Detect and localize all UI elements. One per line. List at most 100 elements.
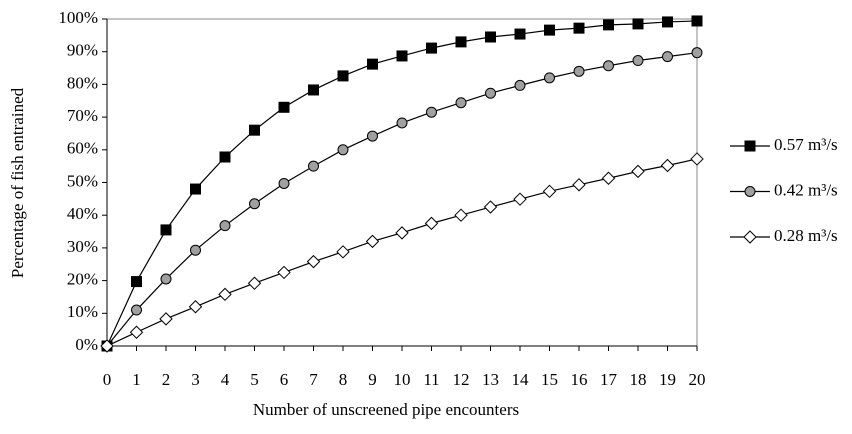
- x-tick-label: 0: [103, 370, 112, 389]
- data-point: [159, 312, 173, 326]
- data-point: [395, 226, 409, 240]
- y-axis-label: Percentage of fish entrained: [8, 87, 27, 278]
- data-point: [219, 220, 231, 232]
- data-point: [485, 31, 496, 43]
- data-point: [336, 245, 350, 259]
- data-point: [514, 79, 526, 91]
- x-tick-label: 20: [689, 370, 706, 389]
- x-tick-label: 2: [162, 370, 171, 389]
- data-point: [601, 171, 616, 185]
- data-point: [308, 84, 319, 96]
- x-tick-label: 3: [191, 370, 200, 389]
- x-tick-label: 4: [221, 370, 230, 389]
- data-point: [426, 106, 437, 118]
- data-point: [424, 216, 439, 231]
- data-point: [306, 254, 321, 269]
- data-point: [632, 18, 644, 30]
- data-point: [131, 304, 142, 316]
- x-tick-label: 13: [482, 370, 499, 389]
- data-point: [631, 164, 645, 179]
- data-point: [160, 224, 172, 236]
- data-point: [367, 130, 378, 142]
- x-tick-label: 18: [630, 370, 647, 389]
- data-point: [573, 65, 585, 77]
- data-point: [455, 36, 467, 48]
- x-tick-label: 15: [541, 370, 558, 389]
- x-axis-label: Number of unscreened pipe encounters: [253, 400, 519, 419]
- data-point: [219, 151, 231, 163]
- data-point: [337, 144, 349, 156]
- data-point: [278, 177, 290, 189]
- data-point: [660, 158, 675, 173]
- data-point: [632, 55, 644, 67]
- y-tick-label: 60%: [67, 139, 98, 158]
- y-tick-label: 0%: [75, 335, 98, 354]
- data-point: [190, 244, 201, 256]
- data-point: [544, 72, 555, 84]
- data-point: [396, 50, 408, 62]
- data-point: [396, 117, 408, 129]
- x-tick-label: 19: [659, 370, 676, 389]
- data-point: [485, 87, 496, 99]
- data-point: [426, 42, 437, 54]
- data-point: [544, 24, 555, 36]
- x-tick-label: 16: [571, 370, 588, 389]
- data-point: [572, 178, 586, 192]
- x-tick-label: 17: [600, 370, 618, 389]
- y-tick-label: 50%: [67, 171, 98, 190]
- legend-label: 0.28 m³/s: [774, 226, 838, 245]
- data-point: [691, 47, 703, 59]
- legend-marker: [744, 140, 756, 152]
- data-point: [454, 208, 468, 222]
- data-point: [603, 60, 614, 72]
- x-tick-label: 7: [309, 370, 318, 389]
- legend-label: 0.57 m³/s: [774, 135, 838, 154]
- data-point: [129, 325, 144, 339]
- data-point: [277, 265, 291, 280]
- data-point: [483, 200, 498, 214]
- data-point: [247, 276, 262, 290]
- data-point: [573, 22, 585, 34]
- x-tick-label: 12: [453, 370, 470, 389]
- x-tick-label: 11: [423, 370, 439, 389]
- y-tick-label: 10%: [67, 302, 98, 321]
- data-point: [514, 28, 526, 40]
- data-point: [365, 234, 380, 249]
- legend-marker: [744, 186, 756, 197]
- data-point: [662, 51, 673, 63]
- data-point: [218, 287, 232, 302]
- data-point: [690, 152, 704, 166]
- data-point: [160, 273, 172, 285]
- data-point: [603, 19, 614, 31]
- data-point: [662, 16, 673, 28]
- x-tick-label: 6: [280, 370, 289, 389]
- y-tick-label: 40%: [67, 204, 98, 223]
- data-point: [100, 339, 114, 353]
- y-tick-label: 90%: [67, 41, 98, 60]
- y-tick-label: 30%: [67, 237, 98, 256]
- data-point: [278, 101, 290, 113]
- data-point: [249, 198, 260, 210]
- y-tick-label: 100%: [58, 8, 98, 27]
- y-tick-label: 80%: [67, 73, 98, 92]
- x-tick-label: 1: [132, 370, 141, 389]
- data-point: [513, 192, 527, 206]
- data-point: [691, 15, 703, 27]
- data-point: [131, 276, 142, 288]
- data-point: [455, 97, 467, 109]
- data-point: [308, 160, 319, 172]
- data-point: [190, 183, 201, 195]
- x-tick-label: 9: [368, 370, 377, 389]
- x-tick-label: 8: [339, 370, 348, 389]
- data-point: [542, 184, 557, 199]
- legend-label: 0.42 m³/s: [774, 180, 838, 199]
- y-tick-label: 20%: [67, 270, 98, 289]
- data-point: [249, 124, 260, 136]
- data-point: [337, 70, 349, 82]
- x-tick-label: 14: [512, 370, 530, 389]
- legend-marker: [743, 230, 757, 244]
- data-point: [188, 300, 203, 314]
- data-point: [367, 58, 378, 70]
